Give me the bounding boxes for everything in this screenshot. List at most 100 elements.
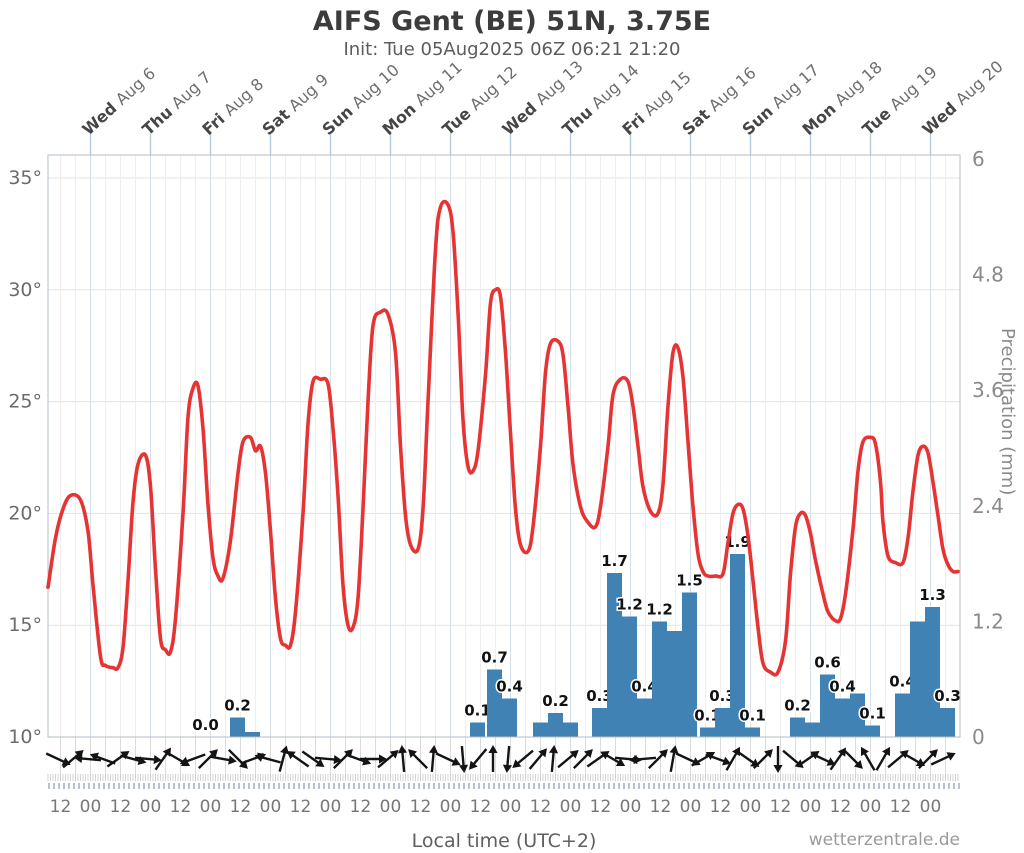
time-tick-label: 00 [920,797,942,817]
y-right-tick-label: 1.2 [972,609,1004,633]
wind-arrow [254,753,281,764]
time-tick-label: 12 [710,797,732,817]
wind-arrow [548,745,559,773]
precip-value-label: 0.0 [192,716,219,734]
precip-value-label: 1.7 [601,552,628,570]
chart-subtitle: Init: Tue 05Aug2025 06Z 06:21 21:20 [343,39,681,60]
wind-arrow [62,750,84,769]
precipitation-bars: 0.00.2 0.10.70.40.2 0.31.71.20.41.21.50.10… [191,531,962,737]
time-tick-label: 00 [800,797,822,817]
time-tick-label: 12 [470,797,492,817]
wind-arrow [45,752,71,766]
wind-arrow [74,753,102,764]
time-tick-label: 00 [320,797,342,817]
wind-arrow [301,750,325,768]
precip-value-label: 0.1 [464,702,491,720]
wind-arrow [917,749,938,770]
time-tick-label: 00 [680,797,702,817]
time-tick-label: 00 [80,797,102,817]
precip-bar [715,708,730,737]
wind-arrow [408,749,429,770]
wind-arrow [502,745,513,773]
precip-bar [865,725,880,737]
precip-bar [940,708,955,737]
precip-value-label: 0.6 [814,653,841,671]
precip-bar [745,727,760,737]
time-tick-label: 00 [500,797,522,817]
precip-bar [700,727,715,737]
precip-value-label: 1.3 [919,586,946,604]
wind-arrow [314,754,342,765]
wind-arrow [435,752,461,766]
precip-bar [592,708,607,737]
wind-arrow [512,749,534,768]
time-tick-label: 00 [620,797,642,817]
wind-arrow [782,749,804,768]
time-tick-label: 00 [440,797,462,817]
wind-arrow [752,749,773,770]
precip-value-label: 0.4 [496,677,523,695]
precip-bar [652,621,667,737]
time-tick-label: 12 [350,797,372,817]
precip-bar [667,631,682,737]
wind-arrow [377,750,399,769]
time-tick-label: 00 [140,797,162,817]
wind-arrow [669,745,679,773]
precip-bar [820,674,835,737]
precip-bar [682,592,697,737]
time-tick-label: 12 [170,797,192,817]
wind-arrow [209,755,237,765]
wind-arrow [647,749,668,770]
precip-bar [487,669,502,737]
time-tick-label: 12 [830,797,852,817]
time-tick-label: 12 [530,797,552,817]
y-left-tick-label: 30° [8,279,42,301]
wind-arrow [488,745,498,772]
time-axis-dotted-line [48,783,960,789]
precip-value-label: 0.1 [694,706,721,724]
precip-value-label: 0.4 [889,673,916,691]
time-tick-label: 00 [200,797,222,817]
y-right-tick-label: 2.4 [972,494,1004,518]
wind-arrow [875,746,890,771]
precip-bar [850,693,865,737]
temperature-line [46,199,960,677]
time-tick-label: 12 [110,797,132,817]
y-left-tick-label: 15° [8,614,42,636]
time-tick-label: 12 [50,797,72,817]
wind-arrow [842,748,863,769]
wind-arrow [796,750,820,768]
precip-bar [637,698,652,737]
wind-arrows [45,745,956,773]
precip-bar [790,717,805,737]
wind-arrow [930,752,956,766]
precip-value-label: 0.4 [631,677,658,695]
y-left-tick-label: 25° [8,391,42,413]
wind-arrow [528,748,547,770]
time-tick-label: 00 [740,797,762,817]
wind-arrow [705,753,732,766]
watermark: wetterzentrale.de [808,830,960,850]
precip-value-label: 0.3 [709,687,736,705]
precip-bar [548,712,563,737]
plot-border [47,154,961,738]
precip-value-label: 0.1 [739,706,766,724]
wind-arrow [286,750,310,768]
time-tick-label: 12 [410,797,432,817]
precip-value-label: 0.3 [934,687,961,705]
precip-bar [835,698,850,737]
y-right-tick-label: 3.6 [972,378,1004,402]
time-tick-label: 12 [290,797,312,817]
wind-arrow [134,754,162,765]
y-right-tick-label: 0 [972,725,985,749]
precip-value-label: 0.2 [784,697,811,715]
wind-arrow [428,745,439,773]
wind-arrow [345,753,372,766]
precip-bar [730,553,745,737]
time-tick-label: 12 [590,797,612,817]
wind-arrow [725,746,740,771]
precip-bar [502,698,517,737]
time-tick-label: 00 [260,797,282,817]
